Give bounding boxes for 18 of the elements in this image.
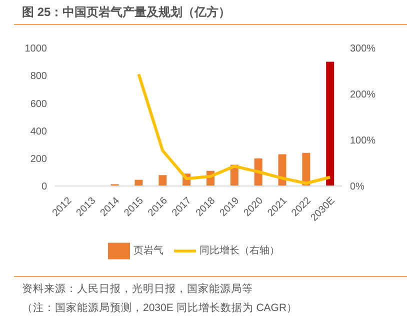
y2-tick-label: 200% [350, 90, 376, 101]
line-series [137, 72, 332, 185]
y-tick-label: 600 [30, 98, 48, 110]
text: 资料来源：人民日报，光明日报，国家能源局等 [22, 282, 253, 296]
y2-tick-label: 0% [350, 182, 365, 193]
y-tick-label: 800 [30, 71, 48, 82]
y-tick-label: 1000 [24, 44, 48, 55]
y-tick-label: 200 [30, 154, 48, 165]
bar [158, 175, 167, 186]
chart-title: 图 25：中国页岩气产量及规划（亿方） [22, 4, 231, 21]
y2-tick-label: 300% [350, 44, 376, 55]
y-tick-label: 0 [41, 182, 48, 193]
text: （注：国家能源局预测，2030E 同比增长数据为 CAGR） [22, 301, 298, 315]
legend-label: 同比增长（右轴） [200, 246, 280, 257]
legend-label: 页岩气 [134, 246, 164, 257]
bar [326, 62, 334, 186]
y2-tick-label: 100% [350, 136, 376, 147]
y-tick-label: 400 [30, 126, 48, 138]
